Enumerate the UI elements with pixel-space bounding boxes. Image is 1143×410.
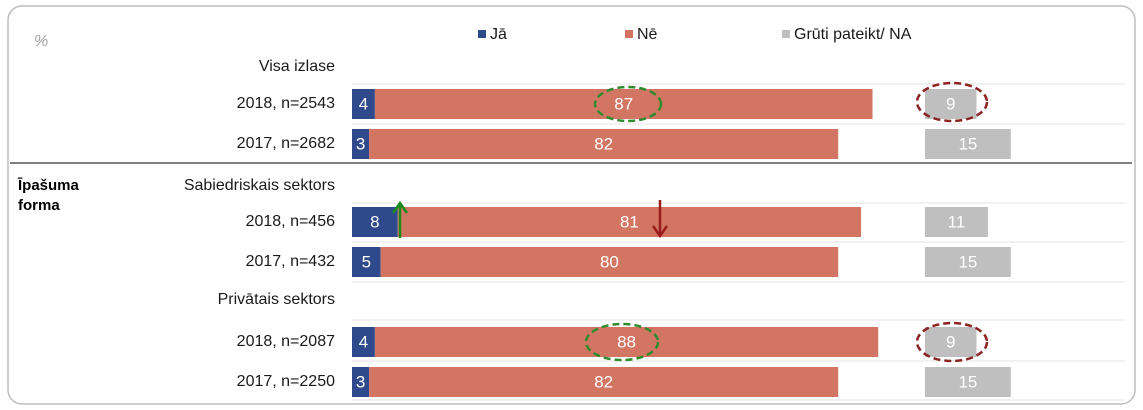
bar (925, 207, 988, 237)
legend-label: Grūti pateikt/ NA (794, 26, 912, 43)
value-label: 3 (356, 372, 365, 391)
bar (925, 327, 977, 357)
bar (352, 129, 370, 159)
value-label: 4 (359, 94, 368, 113)
bar (352, 327, 375, 357)
bar (925, 89, 977, 119)
category-label: Sabiedriskais sektors (184, 177, 335, 194)
value-label: 15 (958, 372, 977, 391)
category-label: 2018, n=2543 (237, 95, 335, 112)
value-label: 9 (946, 332, 955, 351)
value-label: 9 (946, 94, 955, 113)
unit-label: % (34, 33, 48, 50)
bar (397, 207, 862, 237)
legend-swatch (782, 30, 790, 38)
category-label: 2017, n=432 (246, 253, 336, 270)
bar (374, 327, 879, 357)
arrow-up (391, 200, 409, 238)
category-label: 2018, n=2087 (237, 333, 335, 350)
value-label: 80 (600, 252, 619, 271)
value-label: 81 (620, 212, 639, 231)
value-label: 8 (370, 212, 379, 231)
legend-swatch (625, 30, 633, 38)
highlight (915, 321, 989, 363)
value-label: 15 (958, 252, 977, 271)
value-label: 15 (958, 134, 977, 153)
bar (374, 89, 873, 119)
value-label: 11 (948, 212, 966, 231)
bar (352, 247, 381, 277)
category-label: Privātais sektors (218, 291, 335, 308)
bar (369, 367, 839, 397)
value-label: 88 (617, 332, 636, 351)
category-label: Visa izlase (259, 58, 335, 75)
bar (925, 129, 1011, 159)
legend-swatch (478, 30, 486, 38)
value-label: 82 (594, 372, 613, 391)
legend-label: Nē (637, 26, 658, 43)
highlight (915, 81, 989, 123)
value-label: 5 (362, 252, 371, 271)
bar (380, 247, 839, 277)
category-label: 2017, n=2250 (237, 373, 335, 390)
value-label: 87 (614, 94, 633, 113)
value-label: 3 (356, 134, 365, 153)
bar (925, 367, 1011, 397)
highlight (593, 85, 663, 123)
frame (7, 5, 1136, 405)
category-label: 2017, n=2682 (237, 135, 335, 152)
bar (352, 367, 370, 397)
bar (352, 207, 398, 237)
legend-label: Jā (490, 26, 507, 43)
bar (352, 89, 375, 119)
category-label: 2018, n=456 (246, 213, 336, 230)
arrow-down (651, 200, 669, 239)
highlight (584, 322, 660, 362)
row-lines (352, 83, 1125, 401)
bar (369, 129, 839, 159)
value-label: 4 (359, 332, 368, 351)
group-label: Īpašuma forma (18, 177, 79, 214)
bar (925, 247, 1011, 277)
value-label: 82 (594, 134, 613, 153)
